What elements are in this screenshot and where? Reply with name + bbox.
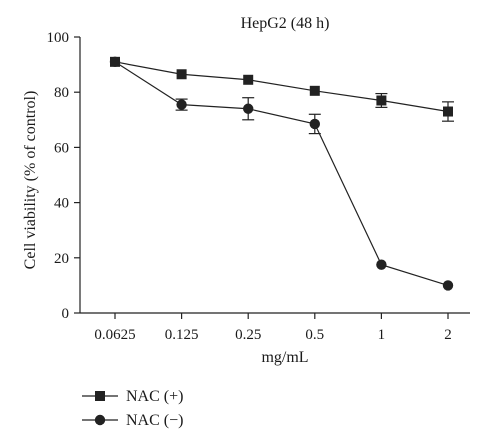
y-tick-label: 80	[54, 85, 69, 101]
y-tick-label: 0	[62, 306, 70, 322]
data-point-circle	[309, 118, 320, 130]
x-tick-label: 2	[444, 327, 452, 343]
y-tick-label: 40	[54, 196, 69, 212]
data-point-circle	[243, 103, 254, 114]
data-point-square	[443, 106, 453, 117]
series-line	[114, 61, 449, 113]
x-tick-label: 0.25	[235, 327, 261, 343]
y-tick-label: 60	[54, 140, 69, 156]
y-tick-label: 20	[54, 251, 69, 267]
legend-label: NAC (−)	[126, 412, 183, 429]
x-axis-title: mg/mL	[261, 349, 308, 366]
x-tick-label: 1	[378, 327, 386, 343]
x-tick-label: 0.5	[305, 327, 324, 343]
chart-title: HepG2 (48 h)	[241, 15, 330, 32]
data-point-square	[176, 69, 187, 80]
data-point-circle	[376, 259, 387, 270]
data-point-circle	[176, 99, 187, 110]
legend-label: NAC (+)	[126, 388, 183, 405]
x-tick-label: 0.0625	[94, 327, 135, 343]
legend: NAC (+) NAC (−)	[82, 388, 183, 429]
x-tick-label: 0.125	[165, 327, 199, 343]
data-point-circle	[442, 280, 454, 291]
data-point-square	[243, 74, 254, 85]
series-line	[114, 61, 449, 286]
plot-area: 0 20 40 60 80 100 0.0625 0.125 0.25 0.5 1 2	[47, 30, 470, 343]
y-tick-label: 100	[47, 30, 70, 46]
data-point-square	[309, 85, 320, 96]
data-point-circle	[109, 56, 121, 68]
legend-marker-circle	[94, 414, 106, 426]
y-axis-title: Cell viability (% of control)	[22, 91, 39, 270]
data-point-square	[376, 95, 387, 106]
legend-marker-square	[95, 391, 105, 401]
